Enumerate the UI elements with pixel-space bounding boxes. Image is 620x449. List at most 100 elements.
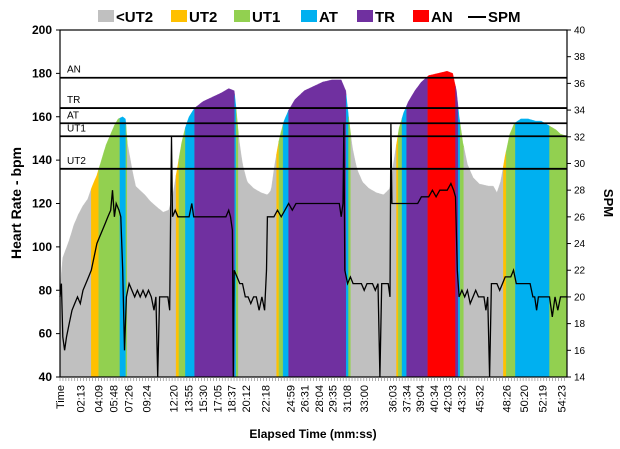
legend-label-at: AT xyxy=(319,9,338,26)
spm-line xyxy=(59,123,567,378)
y-tick-label: 200 xyxy=(32,23,52,37)
x-tick-label: 17:05 xyxy=(212,385,224,413)
x-axis-ticks: Time 02:13 04:09 05:48 07:26 09:24 12:20 13:55 1… xyxy=(55,377,568,413)
zone-label-ut1: UT1 xyxy=(67,123,86,134)
y-tick-label: 120 xyxy=(32,197,52,211)
zone-area-ut1-27 xyxy=(459,123,464,378)
zone-area-tr-9 xyxy=(194,88,235,378)
zone-threshold-lines: AN TR AT UT1 UT2 xyxy=(60,65,567,170)
x-tick-label: 04:09 xyxy=(93,385,105,413)
legend-label-below-ut2: <UT2 xyxy=(116,9,153,26)
zone-label-tr: TR xyxy=(67,95,80,106)
legend-swatch-ut2 xyxy=(171,10,187,22)
zone-area-below-ut2-12 xyxy=(238,133,277,378)
zone-label-at: AT xyxy=(67,110,79,121)
zone-area-tr-23 xyxy=(406,75,428,378)
zone-area-at-17 xyxy=(346,95,349,378)
y2-tick-label: 40 xyxy=(574,26,586,37)
zone-area-ut1-32 xyxy=(549,125,568,378)
x-tick-label: 42:03 xyxy=(443,385,455,413)
zone-label-an: AN xyxy=(67,65,81,76)
x-tick-label: 39:04 xyxy=(415,385,427,413)
x-tick-label: 37:34 xyxy=(401,385,413,413)
x-tick-label: 28:04 xyxy=(314,385,326,413)
x-tick-label: 29:35 xyxy=(328,385,340,413)
zone-area-at-8 xyxy=(185,107,195,378)
zone-area-at-10 xyxy=(234,95,237,378)
zone-area-ut1-18 xyxy=(348,116,351,378)
legend-label-spm: SPM xyxy=(488,9,521,26)
zone-area-ut1-7 xyxy=(178,127,186,378)
x-tick-label: 20:12 xyxy=(241,385,253,413)
y2-tick-label: 34 xyxy=(574,106,586,117)
y-axis-title: Heart Rate - bpm xyxy=(8,147,24,259)
zone-area-ut2-6 xyxy=(175,158,180,378)
y-axis-right: 14 16 18 20 22 24 26 28 30 32 34 36 38 40 xyxy=(567,26,586,384)
chart-legend: <UT2 UT2 UT1 AT TR AN SPM xyxy=(98,9,521,26)
zone-area-ut1-14 xyxy=(278,124,284,378)
spm-series-line xyxy=(59,123,567,378)
y2-axis-title: SPM xyxy=(601,189,616,217)
x-tick-label: 43:32 xyxy=(456,385,468,413)
x-tick-label: 07:26 xyxy=(124,385,136,413)
zone-area-ut2-1 xyxy=(91,169,99,378)
zone-area-below-ut2-28 xyxy=(463,147,504,378)
y2-tick-label: 38 xyxy=(574,52,586,63)
x-tick-label: Time xyxy=(55,385,67,409)
y2-tick-label: 30 xyxy=(574,159,586,170)
legend-swatch-an xyxy=(413,10,429,22)
y-tick-label: 80 xyxy=(39,283,53,297)
zone-area-ut1-4 xyxy=(125,124,128,378)
x-tick-label: 40:34 xyxy=(429,385,441,413)
zone-label-ut2: UT2 xyxy=(67,156,86,167)
x-tick-label: 54:23 xyxy=(556,385,568,413)
legend-label-ut1: UT1 xyxy=(252,9,280,26)
y2-tick-label: 26 xyxy=(574,212,586,223)
y2-tick-label: 18 xyxy=(574,319,586,330)
legend-label-an: AN xyxy=(431,9,453,26)
zone-area-at-31 xyxy=(515,118,550,378)
y2-tick-label: 24 xyxy=(574,239,586,250)
y2-tick-label: 32 xyxy=(574,132,586,143)
legend-swatch-below-ut2 xyxy=(98,10,114,22)
y2-tick-label: 28 xyxy=(574,186,586,197)
y-tick-label: 40 xyxy=(39,370,53,384)
legend-label-ut2: UT2 xyxy=(189,9,217,26)
y-tick-label: 140 xyxy=(32,153,52,167)
x-tick-label: 13:55 xyxy=(183,385,195,413)
x-tick-label: 50:20 xyxy=(519,385,531,413)
y-tick-label: 180 xyxy=(32,66,52,80)
zone-area-at-26 xyxy=(458,108,461,378)
y2-tick-label: 14 xyxy=(574,373,586,384)
y2-tick-label: 22 xyxy=(574,266,586,277)
x-tick-label: 05:48 xyxy=(109,385,121,413)
x-tick-label: 24:59 xyxy=(285,385,297,413)
x-tick-label: 31:08 xyxy=(342,385,354,413)
x-tick-label: 09:24 xyxy=(142,385,154,413)
zone-area-ut2-13 xyxy=(276,140,280,378)
legend-swatch-at xyxy=(301,10,317,22)
y-tick-label: 100 xyxy=(32,240,52,254)
zone-area-ut1-2 xyxy=(98,117,121,378)
y-axis-left: 40 60 80 100 120 140 160 180 200 xyxy=(32,23,60,384)
y2-tick-label: 20 xyxy=(574,292,586,303)
y-tick-label: 60 xyxy=(39,327,53,341)
zone-area-an-24 xyxy=(427,70,456,378)
zone-area-ut1-21 xyxy=(398,118,403,378)
x-axis-title: Elapsed Time (mm:ss) xyxy=(249,427,376,441)
y-tick-label: 160 xyxy=(32,110,52,124)
legend-swatch-tr xyxy=(357,10,373,22)
x-tick-label: 15:30 xyxy=(198,385,210,413)
x-tick-label: 48:26 xyxy=(501,385,513,413)
x-tick-label: 22:18 xyxy=(261,385,273,413)
legend-label-tr: TR xyxy=(375,9,395,26)
y2-tick-label: 36 xyxy=(574,79,586,90)
x-tick-label: 52:19 xyxy=(537,385,549,413)
x-tick-label: 18:37 xyxy=(227,385,239,413)
x-tick-label: 45:32 xyxy=(475,385,487,413)
x-tick-label: 36:03 xyxy=(387,385,399,413)
x-tick-label: 02:13 xyxy=(76,385,88,413)
zone-area-at-15 xyxy=(282,110,289,378)
zone-area-ut1-30 xyxy=(506,122,516,378)
